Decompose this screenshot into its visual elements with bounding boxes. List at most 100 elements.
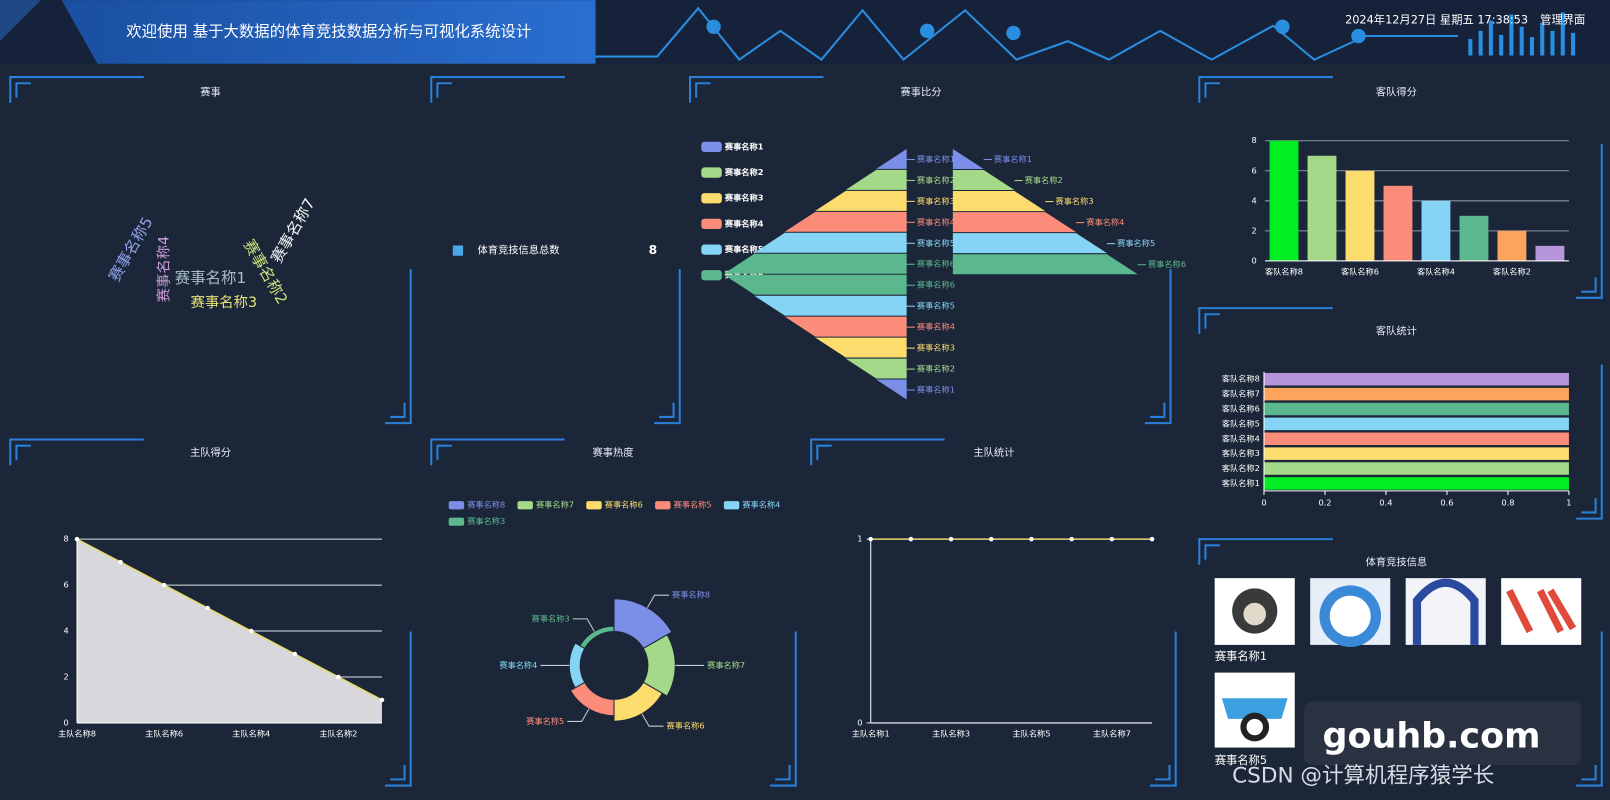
point xyxy=(161,582,167,588)
header-datetime: 2024年12月27日 星期五 17:38:53 xyxy=(1345,13,1528,27)
frame-corner xyxy=(1576,143,1603,299)
info-item[interactable]: 赛事名称5 xyxy=(1215,753,1267,767)
bar xyxy=(1269,140,1299,261)
frame-corner xyxy=(1150,402,1166,418)
funnel-segment xyxy=(784,316,907,337)
legend-label: 赛事名称2 xyxy=(724,167,764,177)
bar xyxy=(1263,402,1569,416)
frame-corner xyxy=(1581,765,1597,781)
funnel-segment xyxy=(952,148,984,169)
line xyxy=(76,538,383,701)
y-tick-label: 8 xyxy=(64,534,69,544)
rose-segment xyxy=(579,625,615,650)
x-tick-label: 客队名称2 xyxy=(1493,267,1531,277)
frame-corner xyxy=(390,402,406,418)
frame-corner xyxy=(1155,765,1171,781)
legend-label: 赛事名称7 xyxy=(536,500,574,510)
x-tick-label: 客队名称4 xyxy=(1417,267,1455,277)
funnel-segment xyxy=(815,337,907,358)
funnel-segment xyxy=(952,254,1138,275)
x-tick-label: 主队名称4 xyxy=(232,729,270,739)
bar xyxy=(1497,230,1527,261)
bar xyxy=(1307,155,1337,261)
y-tick-label: 客队名称1 xyxy=(1222,478,1260,488)
frame-corner xyxy=(1576,364,1603,520)
frame-corner xyxy=(775,765,791,781)
bar xyxy=(1421,200,1451,261)
legend-swatch xyxy=(452,245,464,256)
x-tick-label: 0.4 xyxy=(1379,498,1392,508)
stat-value: 8 xyxy=(649,243,658,257)
point xyxy=(336,674,341,680)
frame-corner xyxy=(9,76,144,103)
bar xyxy=(1345,170,1375,261)
y-tick-label: 0 xyxy=(857,717,862,727)
bar xyxy=(1263,462,1569,475)
x-tick-label: 主队名称2 xyxy=(319,729,357,739)
point xyxy=(989,536,994,542)
bar xyxy=(1263,417,1569,431)
frame-corner xyxy=(688,76,824,103)
funnel-label: 赛事名称6 xyxy=(1148,259,1186,269)
y-tick-label: 客队名称4 xyxy=(1222,433,1260,443)
funnel-segment xyxy=(845,358,907,379)
frame-corner xyxy=(15,82,31,98)
panel-title: 赛事 xyxy=(200,85,221,98)
funnel-label: 赛事名称5 xyxy=(917,301,955,311)
rose-label: 赛事名称6 xyxy=(667,721,705,731)
x-tick-label: 0.8 xyxy=(1501,498,1514,508)
y-tick-label: 客队名称8 xyxy=(1222,374,1260,384)
panel-title: 赛事比分 xyxy=(901,85,942,98)
funnel-label: 赛事名称2 xyxy=(1025,175,1063,185)
frame-corner xyxy=(810,438,945,466)
rose-label: 赛事名称4 xyxy=(499,660,537,670)
frame-corner xyxy=(430,76,565,103)
x-tick-label: 客队名称8 xyxy=(1265,267,1303,277)
funnel-label: 赛事名称3 xyxy=(917,196,955,206)
frame-corner xyxy=(1198,76,1333,103)
watermark-site: gouhb.com xyxy=(1323,716,1541,756)
panel-title: 赛事热度 xyxy=(592,446,633,459)
bar xyxy=(1383,185,1413,261)
funnel-segment xyxy=(952,191,1046,212)
frame-corner xyxy=(1198,538,1333,565)
funnel-label: 赛事名称5 xyxy=(1117,238,1155,248)
y-tick-label: 0 xyxy=(64,717,69,727)
word: 赛事名称1 xyxy=(175,268,246,287)
info-item[interactable]: 赛事名称1 xyxy=(1215,649,1267,663)
point xyxy=(1109,536,1115,542)
x-tick-label: 1 xyxy=(1566,498,1571,508)
funnel-label: 赛事名称4 xyxy=(1086,217,1124,227)
legend-swatch xyxy=(701,167,722,178)
x-tick-label: 0.2 xyxy=(1318,498,1331,508)
frame-corner xyxy=(1576,631,1603,787)
legend-label: 赛事名称4 xyxy=(742,500,780,510)
funnel-label: 赛事名称5 xyxy=(917,238,955,248)
header-dots xyxy=(706,19,1366,44)
x-tick-label: 主队名称3 xyxy=(932,729,970,739)
y-tick-label: 1 xyxy=(857,534,862,544)
frame-corner xyxy=(695,82,711,98)
funnel-segment xyxy=(784,211,907,232)
watermark-author: CSDN @计算机程序猿学长 xyxy=(1232,763,1494,788)
admin-link[interactable]: 管理界面 xyxy=(1540,13,1585,27)
legend-swatch xyxy=(701,218,722,230)
x-tick-label: 0 xyxy=(1261,498,1266,508)
point xyxy=(249,628,254,634)
legend-swatch xyxy=(701,193,722,204)
label-leader xyxy=(646,594,669,608)
x-tick-label: 主队名称5 xyxy=(1012,729,1050,739)
point xyxy=(292,651,298,657)
frame-corner xyxy=(1204,313,1220,329)
rose-segment xyxy=(569,681,615,717)
y-tick-label: 8 xyxy=(1252,135,1257,145)
x-tick-label: 客队名称6 xyxy=(1341,267,1379,277)
legend-swatch xyxy=(701,244,722,255)
rose-label: 赛事名称5 xyxy=(526,716,564,726)
legend-label: 赛事名称5 xyxy=(674,500,712,510)
funnel-label: 赛事名称3 xyxy=(1056,196,1094,206)
point xyxy=(118,559,123,565)
y-tick-label: 客队名称6 xyxy=(1222,403,1260,413)
y-tick-label: 客队名称5 xyxy=(1222,418,1260,428)
